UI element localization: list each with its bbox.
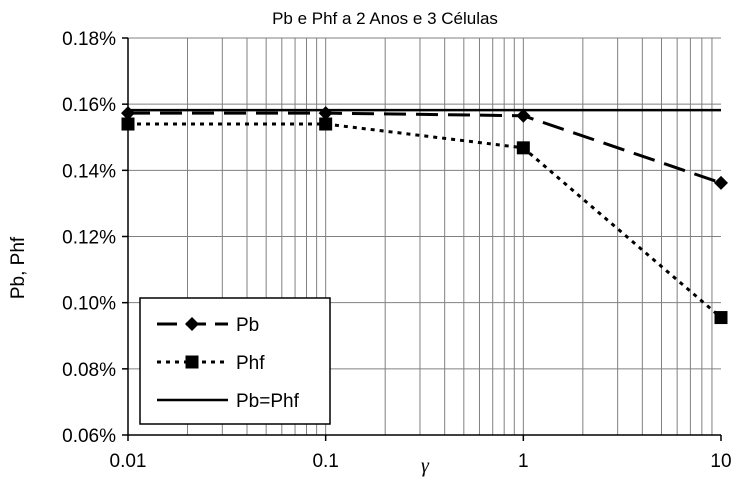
x-tick-label: 0.1: [312, 451, 338, 472]
data-point-phf: [319, 117, 333, 131]
legend: Pb Phf Pb=Phf: [139, 297, 331, 425]
data-point-phf: [121, 117, 135, 131]
legend-marker-pb: [185, 317, 199, 331]
y-tick-label: 0.14%: [62, 161, 116, 182]
data-point-phf: [516, 141, 530, 155]
y-tick-label: 0.08%: [62, 360, 116, 381]
y-tick-label: 0.18%: [62, 29, 116, 50]
x-tick-label: 0.01: [110, 451, 147, 472]
grid: [127, 37, 721, 436]
legend-label-pb: Pb: [236, 315, 259, 336]
x-tick-label: 10: [710, 451, 731, 472]
series-line-phf: [128, 122, 722, 319]
data-point-pb: [516, 108, 531, 123]
y-tick-labels: 0.06% 0.08% 0.10% 0.12% 0.14% 0.16% 0.18%: [62, 29, 128, 447]
chart-title: Pb e Phf a 2 Anos e 3 Células: [272, 9, 498, 28]
series-line-pb: [128, 111, 722, 185]
y-tick-label: 0.12%: [62, 228, 116, 249]
data-point-phf: [714, 311, 728, 325]
y-tick-label: 0.16%: [62, 95, 116, 116]
x-tick-labels: 0.01 0.1 1 10: [110, 435, 732, 472]
legend-marker-phf: [185, 355, 199, 369]
legend-label-phf: Phf: [236, 353, 265, 374]
y-tick-label: 0.10%: [62, 294, 116, 315]
legend-label-pb-phf: Pb=Phf: [236, 391, 300, 412]
x-axis-label: γ: [421, 455, 430, 477]
y-tick-label: 0.06%: [62, 426, 116, 447]
y-axis-label: Pb, Phf: [8, 236, 29, 299]
series-group: [121, 106, 728, 325]
data-point-pb: [714, 175, 728, 190]
x-tick-label: 1: [518, 451, 529, 472]
legend-box: [139, 297, 331, 425]
